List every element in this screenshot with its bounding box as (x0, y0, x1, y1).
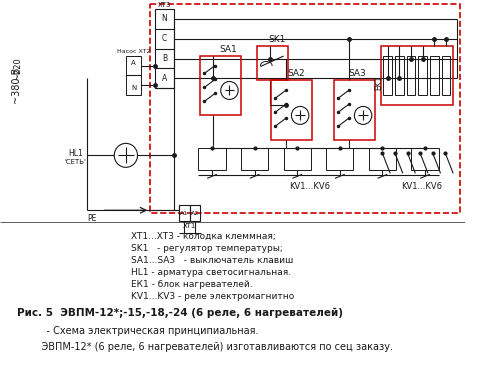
Text: Насос XT2: Насос XT2 (117, 48, 150, 54)
Bar (150, 4, 460, 213)
Bar (155, 8, 174, 88)
Bar (430, 55, 439, 95)
Bar (369, 148, 396, 170)
Text: HL1: HL1 (68, 149, 83, 159)
Text: A1: A1 (180, 211, 189, 216)
Text: KV1...KV6: KV1...KV6 (401, 182, 442, 191)
Text: A2: A2 (191, 211, 199, 216)
Text: XT1...XT3 - колодка клеммная;: XT1...XT3 - колодка клеммная; (131, 232, 276, 241)
Bar (201, 55, 241, 115)
Text: XT1: XT1 (183, 223, 196, 229)
Bar (199, 148, 226, 170)
Text: ЭВПМ-12* (6 реле, 6 нагревателей) изготавливаются по сец заказу.: ЭВПМ-12* (6 реле, 6 нагревателей) изгота… (29, 342, 393, 352)
Text: C: C (162, 34, 167, 43)
Bar (271, 80, 312, 140)
Bar (284, 148, 311, 170)
Text: ЕК1 - блок нагревателей.: ЕК1 - блок нагревателей. (131, 280, 252, 289)
Bar (179, 205, 190, 221)
Text: HL1 - арматура светосигнальная.: HL1 - арматура светосигнальная. (131, 268, 291, 277)
Bar (411, 148, 439, 170)
Text: KV1...KV3 - реле электромагнитно: KV1...KV3 - реле электромагнитно (131, 292, 294, 301)
Bar (326, 148, 353, 170)
Text: ~380 В: ~380 В (12, 67, 23, 103)
Text: EK1: EK1 (374, 76, 383, 90)
Text: Рис. 5  ЭВПМ-12*;-15,-18,-24 (6 реле, 6 нагревателей): Рис. 5 ЭВПМ-12*;-15,-18,-24 (6 реле, 6 н… (17, 308, 343, 318)
Text: SK1   - регулятор температуры;: SK1 - регулятор температуры; (131, 244, 282, 253)
Bar (334, 80, 375, 140)
Text: 'СЕТЬ': 'СЕТЬ' (65, 159, 86, 166)
Bar (442, 55, 450, 95)
Text: - Схема электрическая принципиальная.: - Схема электрическая принципиальная. (34, 326, 258, 336)
Text: A: A (162, 74, 167, 83)
Bar (241, 148, 268, 170)
Text: KV1...KV6: KV1...KV6 (289, 182, 330, 191)
Text: SA1...SA3   - выключатель клавиш: SA1...SA3 - выключатель клавиш (131, 256, 293, 265)
Text: ~220: ~220 (13, 57, 22, 80)
Bar (126, 55, 142, 95)
Bar (381, 46, 453, 105)
Bar (384, 55, 392, 95)
Text: N: N (162, 14, 168, 23)
Text: XT3: XT3 (158, 1, 171, 8)
Text: SA3: SA3 (348, 69, 366, 79)
Text: SA2: SA2 (288, 69, 305, 79)
Bar (407, 55, 415, 95)
Text: PE: PE (87, 214, 97, 223)
Bar (190, 205, 201, 221)
Bar (418, 55, 427, 95)
Text: B: B (162, 54, 167, 63)
Text: A: A (131, 59, 136, 65)
Text: SK1: SK1 (268, 34, 286, 44)
Text: SA1: SA1 (220, 44, 238, 54)
Text: N: N (131, 86, 136, 91)
Bar (257, 46, 288, 80)
Bar (395, 55, 404, 95)
